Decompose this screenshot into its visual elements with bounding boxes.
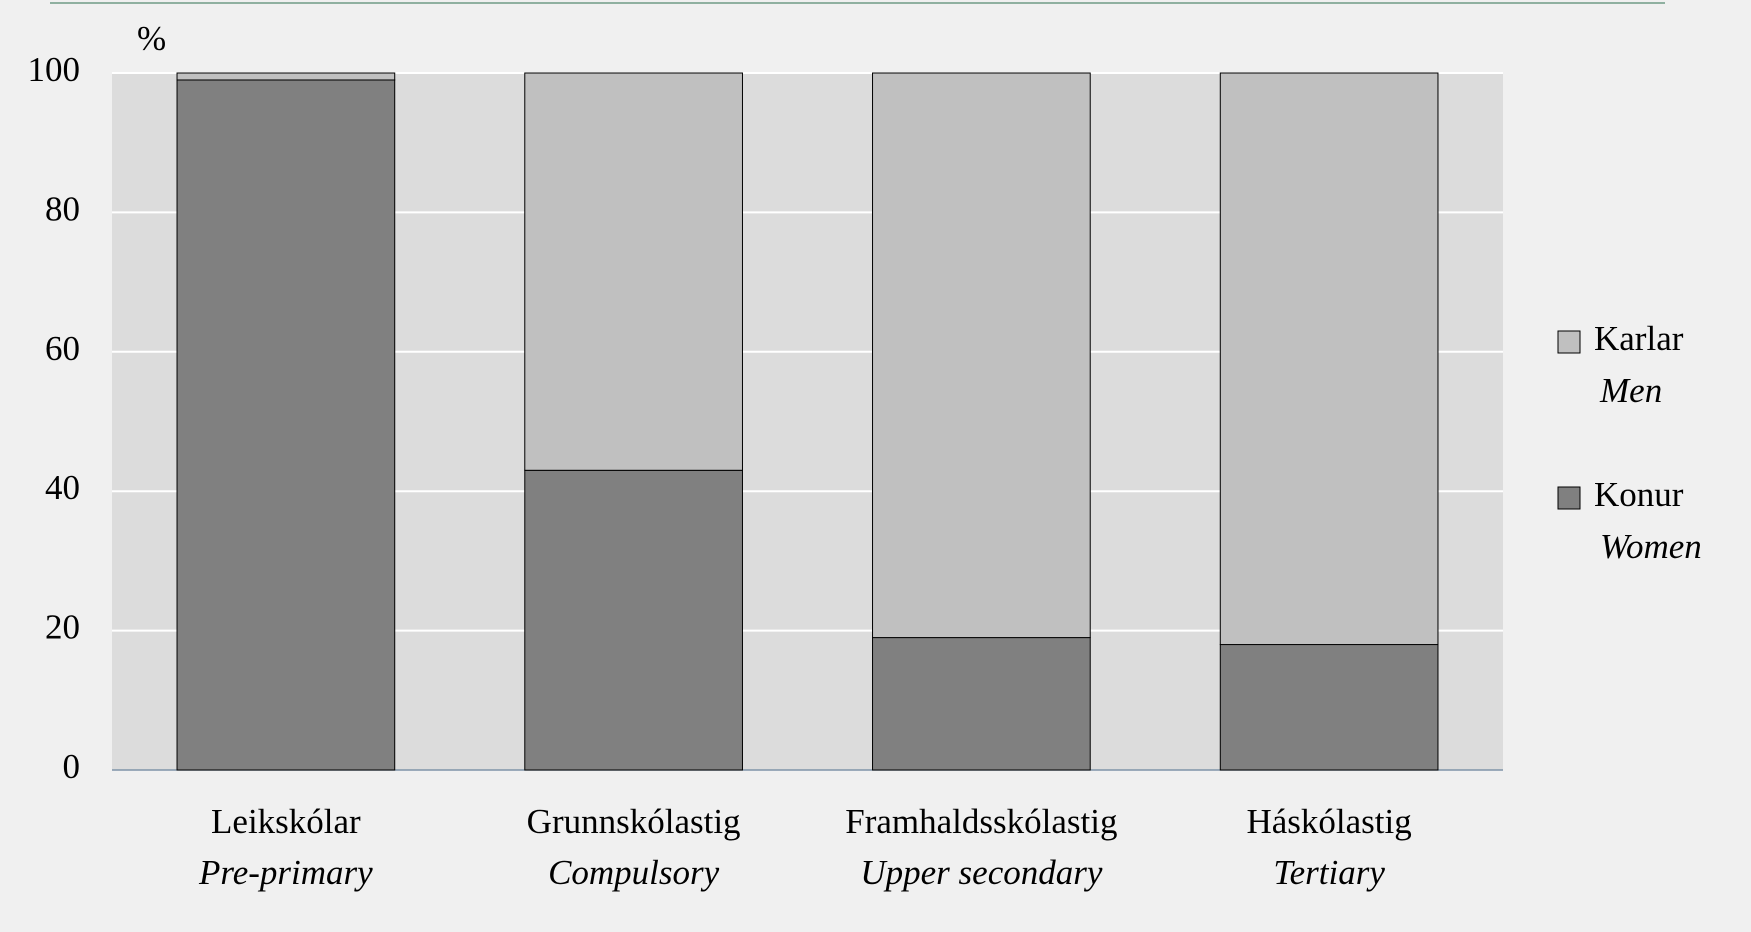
y-tick-label: 40 (45, 468, 80, 507)
y-tick-label: 100 (28, 50, 81, 89)
y-tick-label: 0 (63, 747, 81, 786)
y-tick-label: 60 (45, 329, 80, 368)
x-tick-label: Grunnskólastig (527, 802, 741, 841)
bar-segment (176, 72, 396, 81)
x-tick-label: Leikskólar (211, 802, 361, 841)
bar-segment (1219, 644, 1439, 771)
bar-segment (524, 469, 743, 771)
y-tick-label: 20 (45, 608, 80, 647)
bar-segment (1219, 72, 1439, 646)
bar-segment (872, 637, 1091, 771)
bar-segment (872, 72, 1091, 639)
legend-label: Konur (1594, 475, 1684, 514)
y-tick-label: 80 (45, 189, 80, 228)
legend-label: Karlar (1594, 319, 1684, 358)
bar-segment (524, 72, 743, 471)
legend-swatch (1557, 486, 1581, 510)
y-unit: % (137, 19, 166, 58)
x-tick-label-en: Pre-primary (198, 853, 373, 892)
legend-label-en: Women (1600, 527, 1702, 566)
legend-label-en: Men (1599, 371, 1662, 410)
x-tick-label-en: Tertiary (1273, 853, 1385, 892)
legend-swatch (1557, 330, 1581, 354)
x-tick-label-en: Upper secondary (860, 853, 1102, 892)
x-tick-label-en: Compulsory (548, 853, 720, 892)
bar-segment (176, 79, 396, 771)
x-tick-label: Háskólastig (1246, 802, 1411, 841)
x-tick-label: Framhaldsskólastig (845, 802, 1117, 841)
